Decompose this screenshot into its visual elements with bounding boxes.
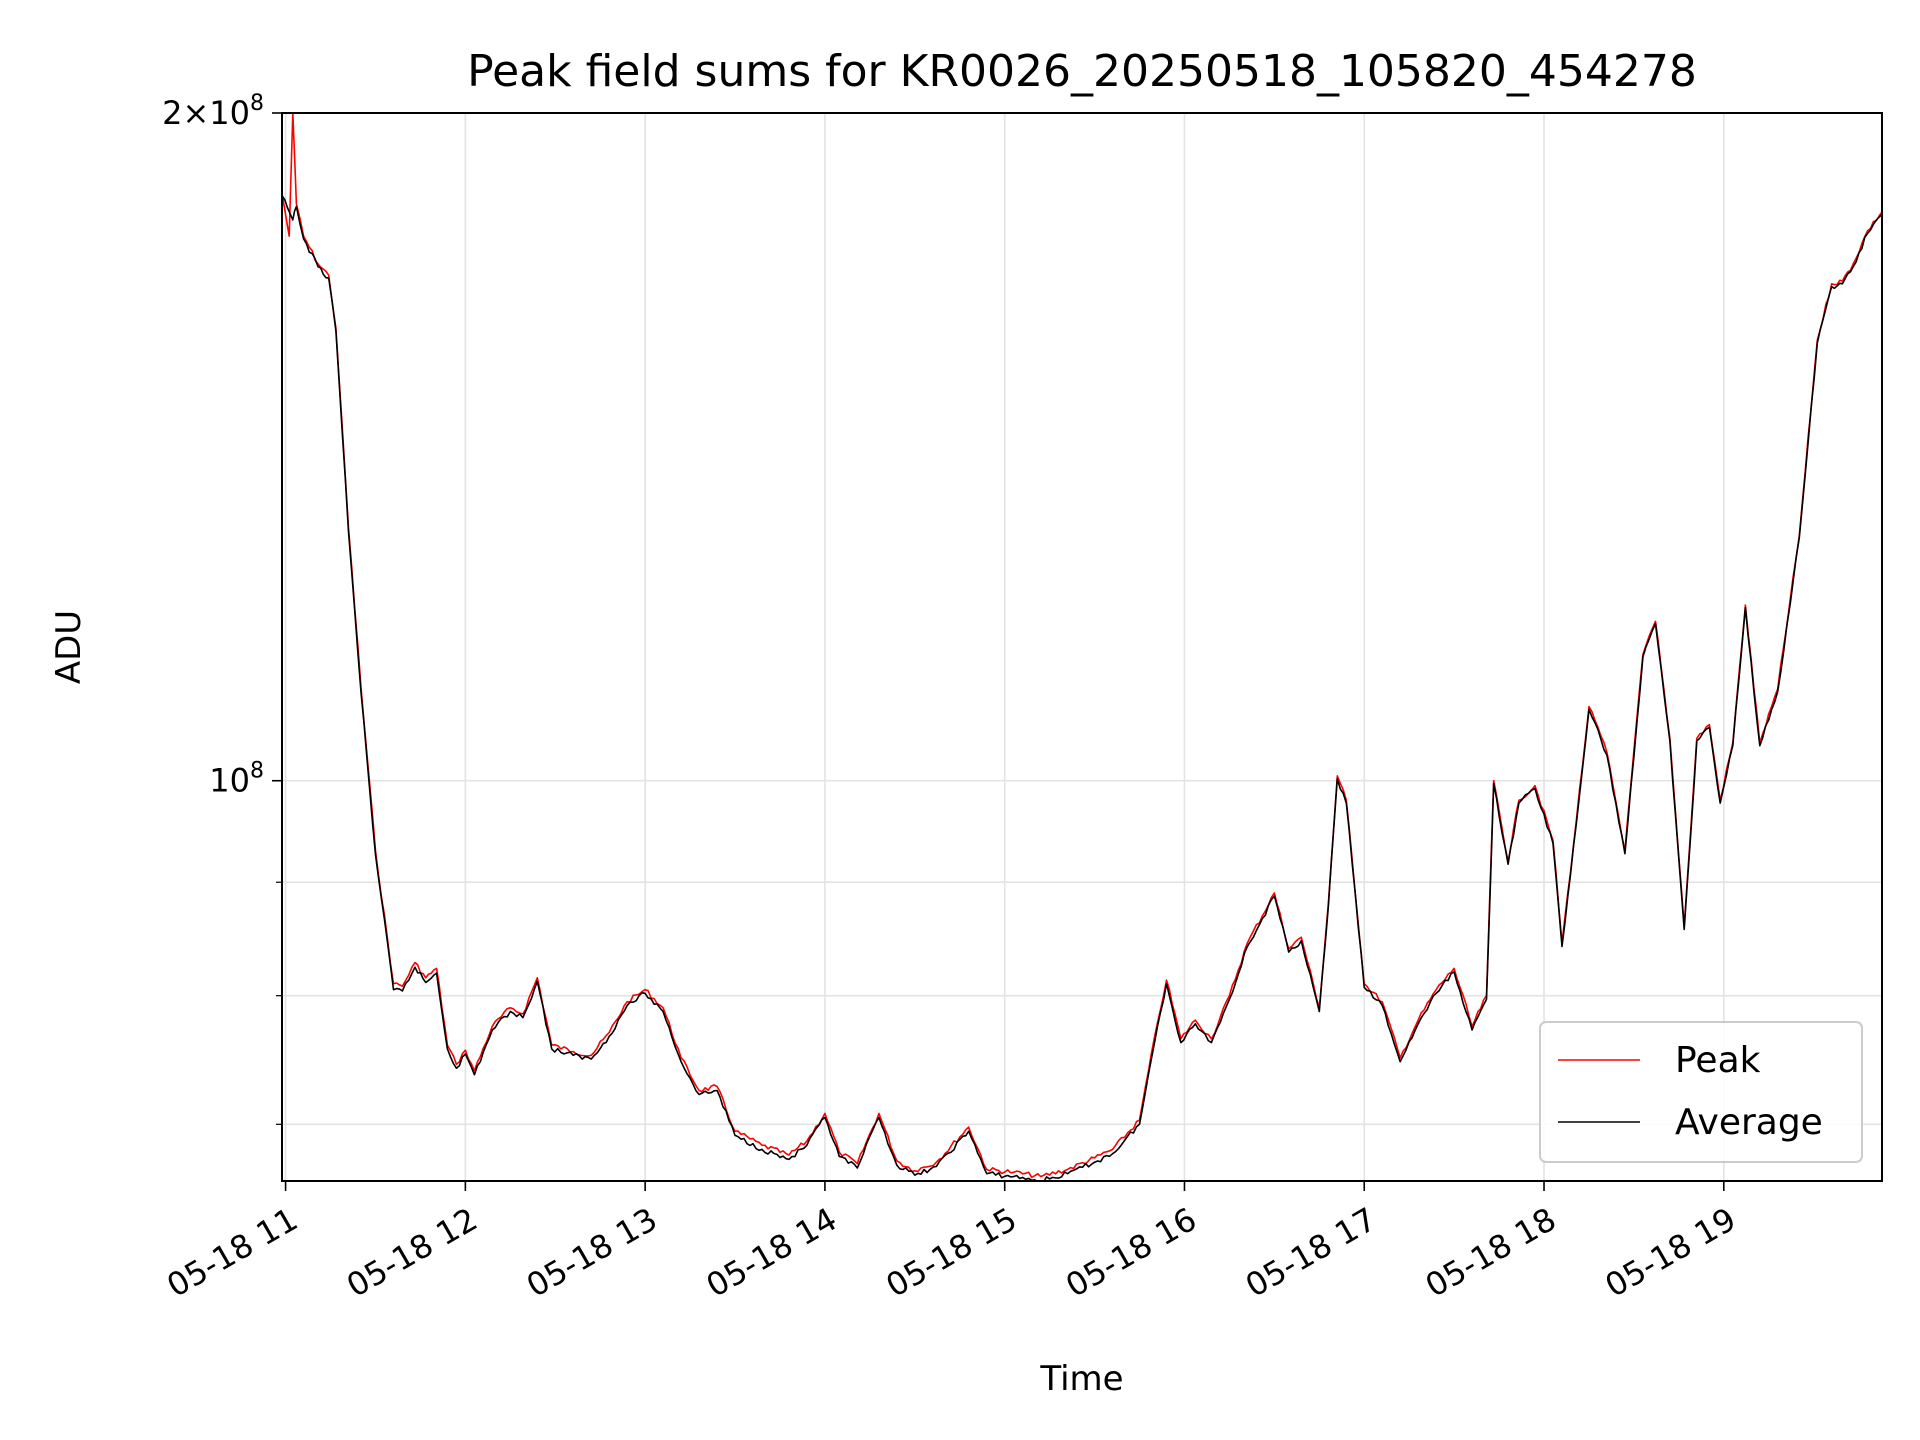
y-tick-label: 2×108 [162,91,264,132]
legend-label-average: Average [1675,1102,1823,1143]
x-tick-label: 05-18 16 [1059,1200,1203,1305]
series-lines [282,113,1882,1181]
x-tick-label: 05-18 11 [160,1200,304,1305]
plot-frame [281,112,1883,1182]
legend: Peak Average [1539,1021,1863,1163]
series-line-average [282,195,1882,1181]
grid-lines [282,112,1882,1181]
y-tick-label: 108 [209,759,264,800]
y-axis: 108 2×108 [162,91,282,1125]
x-tick-label: 05-18 14 [700,1200,844,1305]
x-tick-label: 05-18 17 [1239,1200,1383,1305]
x-tick-label: 05-18 15 [879,1200,1023,1305]
series-line-peak [282,113,1882,1179]
x-tick-label: 05-18 18 [1419,1200,1563,1305]
legend-box [1539,1021,1863,1163]
chart-title: Peak field sums for KR0026_20250518_1058… [467,46,1697,97]
x-axis-label: Time [1039,1359,1123,1399]
legend-label-peak: Peak [1675,1040,1761,1081]
x-axis: 05-18 11 05-18 12 05-18 13 05-18 14 05-18 15… [160,1181,1742,1305]
x-tick-label: 05-18 19 [1599,1200,1743,1305]
y-axis-label: ADU [49,610,89,684]
x-tick-label: 05-18 12 [340,1200,484,1305]
x-tick-label: 05-18 13 [520,1200,664,1305]
